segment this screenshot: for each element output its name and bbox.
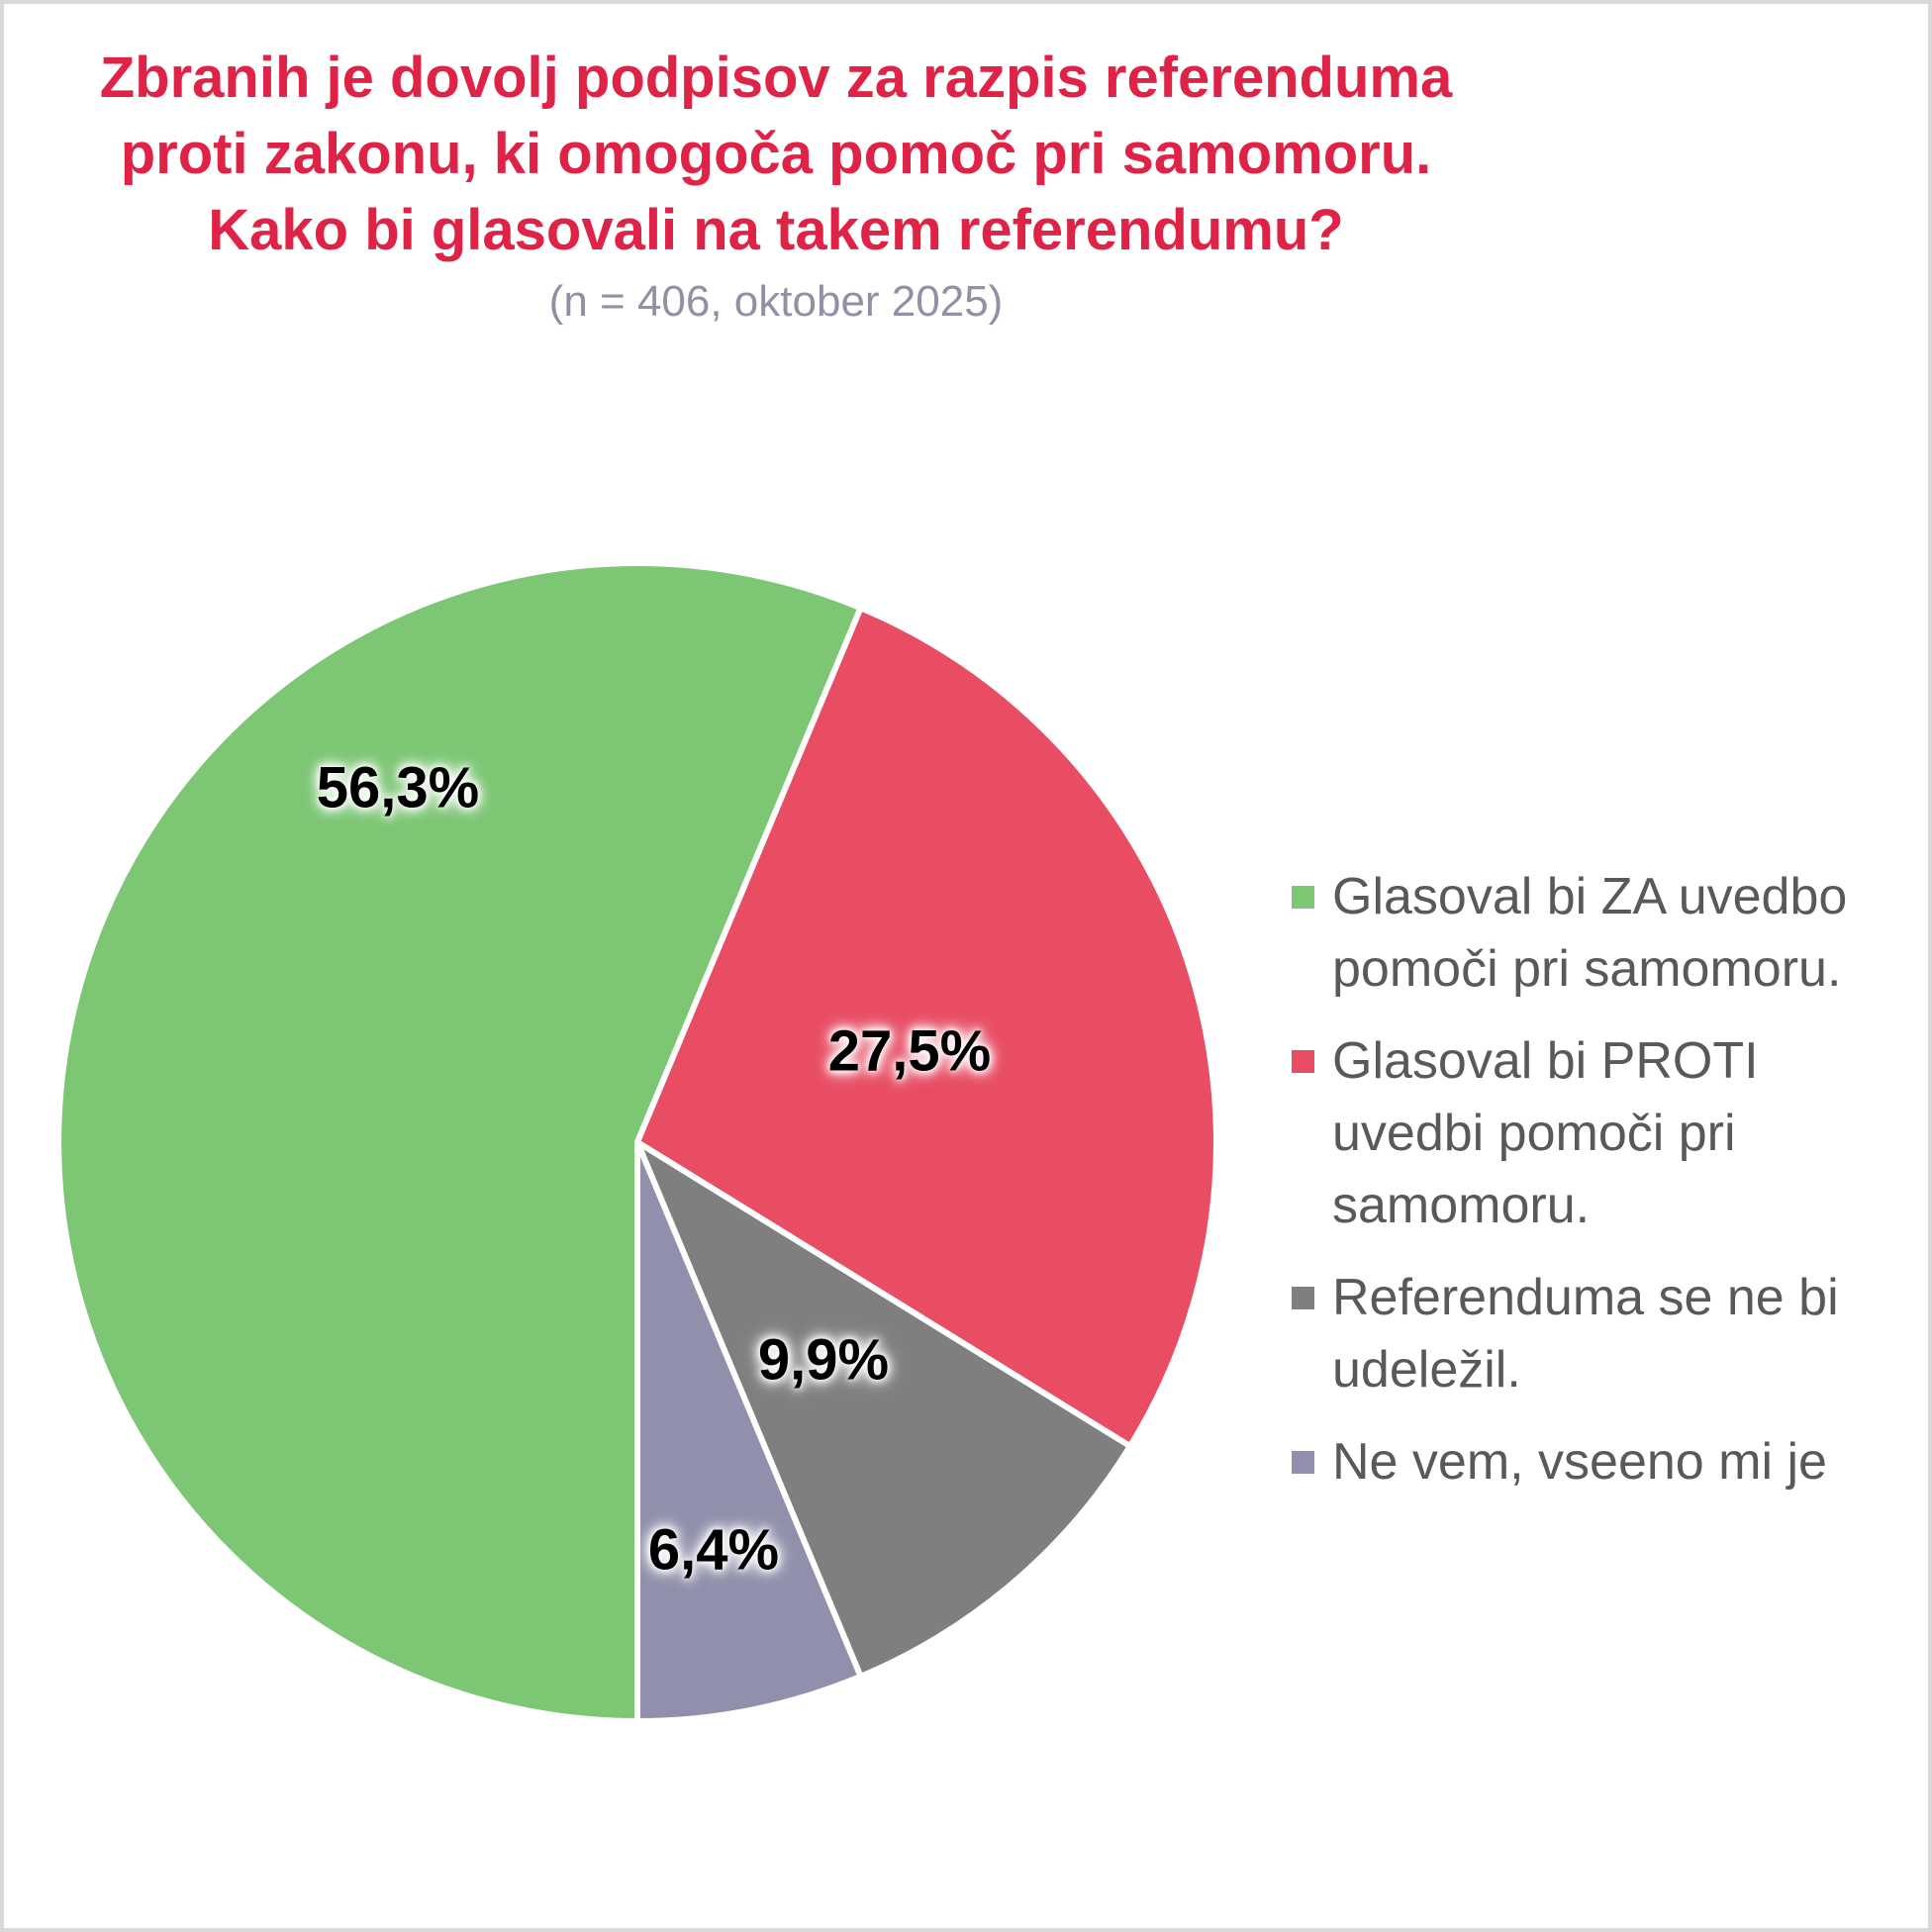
legend-label-ne-bi-udelezil: Referenduma se ne bi udeležil.: [1332, 1269, 1839, 1399]
pie-slice-ne-vem: [634, 1139, 864, 1725]
legend-label-za: Glasoval bi ZA uvedbo pomoči pri samomor…: [1332, 868, 1848, 998]
chart-subtitle: (n = 406, oktober 2025): [548, 277, 1004, 326]
chart-title-line-3: Kako bi glasovali na takem referendumu?: [208, 198, 1344, 262]
legend-item-proti: Glasoval bi PROTI uvedbi pomoči pri samo…: [1292, 1025, 1915, 1242]
legend-label-ne-vem: Ne vem, vseeno mi je: [1332, 1433, 1827, 1491]
legend-swatch-za-icon: [1292, 886, 1314, 909]
legend-swatch-ne-vem-icon: [1292, 1451, 1314, 1474]
chart-title-line-1: Zbranih je dovolj podpisov za razpis ref…: [99, 46, 1453, 110]
data-label-ne-bi-udelezil: 9,9%: [757, 1327, 890, 1393]
pie-chart: [55, 560, 1219, 1725]
legend-swatch-proti-icon: [1292, 1050, 1314, 1073]
pie-slice-ne-bi-udelezil: [634, 1139, 1133, 1680]
legend-swatch-ne-bi-udelezil-icon: [1292, 1287, 1314, 1309]
pie-slice-proti: [634, 605, 1219, 1450]
chart-title-line-2: proti zakonu, ki omogoča pomoč pri samom…: [120, 122, 1432, 186]
legend-item-ne-vem: Ne vem, vseeno mi je: [1292, 1426, 1915, 1498]
legend-label-proti: Glasoval bi PROTI uvedbi pomoči pri samo…: [1332, 1032, 1759, 1234]
data-label-proti: 27,5%: [827, 1018, 992, 1084]
data-label-za: 56,3%: [316, 755, 480, 821]
legend-item-za: Glasoval bi ZA uvedbo pomoči pri samomor…: [1292, 861, 1915, 1006]
chart-title-block: Zbranih je dovolj podpisov za razpis ref…: [4, 40, 1548, 332]
data-label-ne-vem: 6,4%: [647, 1517, 780, 1583]
pie-slice-za: [55, 560, 864, 1724]
legend: Glasoval bi ZA uvedbo pomoči pri samomor…: [1292, 861, 1915, 1498]
legend-item-ne-bi-udelezil: Referenduma se ne bi udeležil.: [1292, 1262, 1915, 1406]
